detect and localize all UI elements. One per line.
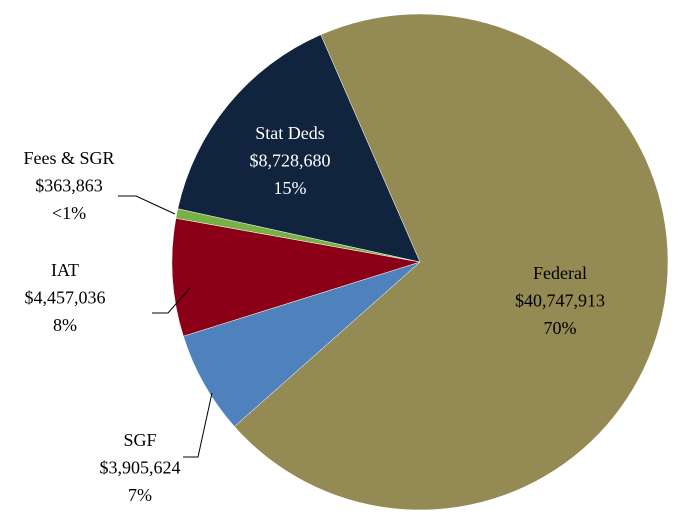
- leader-line: [118, 195, 176, 215]
- slice-label: Stat Deds: [255, 123, 325, 143]
- slice-label: <1%: [52, 203, 86, 223]
- slice-label: $363,863: [35, 176, 103, 196]
- pie-slice: [234, 13, 669, 511]
- slice-label: IAT: [51, 260, 79, 280]
- slice-label: $3,905,624: [100, 458, 181, 478]
- slice-label: 15%: [274, 178, 307, 198]
- slice-label: 8%: [53, 315, 77, 335]
- slice-label: Fees & SGR: [23, 148, 114, 168]
- slice-label: Federal: [533, 263, 587, 283]
- slice-label: $4,457,036: [25, 288, 106, 308]
- slice-label: $40,747,913: [515, 291, 605, 311]
- leader-line: [183, 392, 213, 458]
- pie-slice: [171, 217, 421, 337]
- slice-label: SGF: [123, 430, 156, 450]
- slice-label: 70%: [544, 318, 577, 338]
- slice-label: 7%: [128, 485, 152, 505]
- leader-line: [152, 287, 191, 314]
- slice-label: $8,728,680: [250, 151, 331, 171]
- pie-slice: [177, 34, 421, 263]
